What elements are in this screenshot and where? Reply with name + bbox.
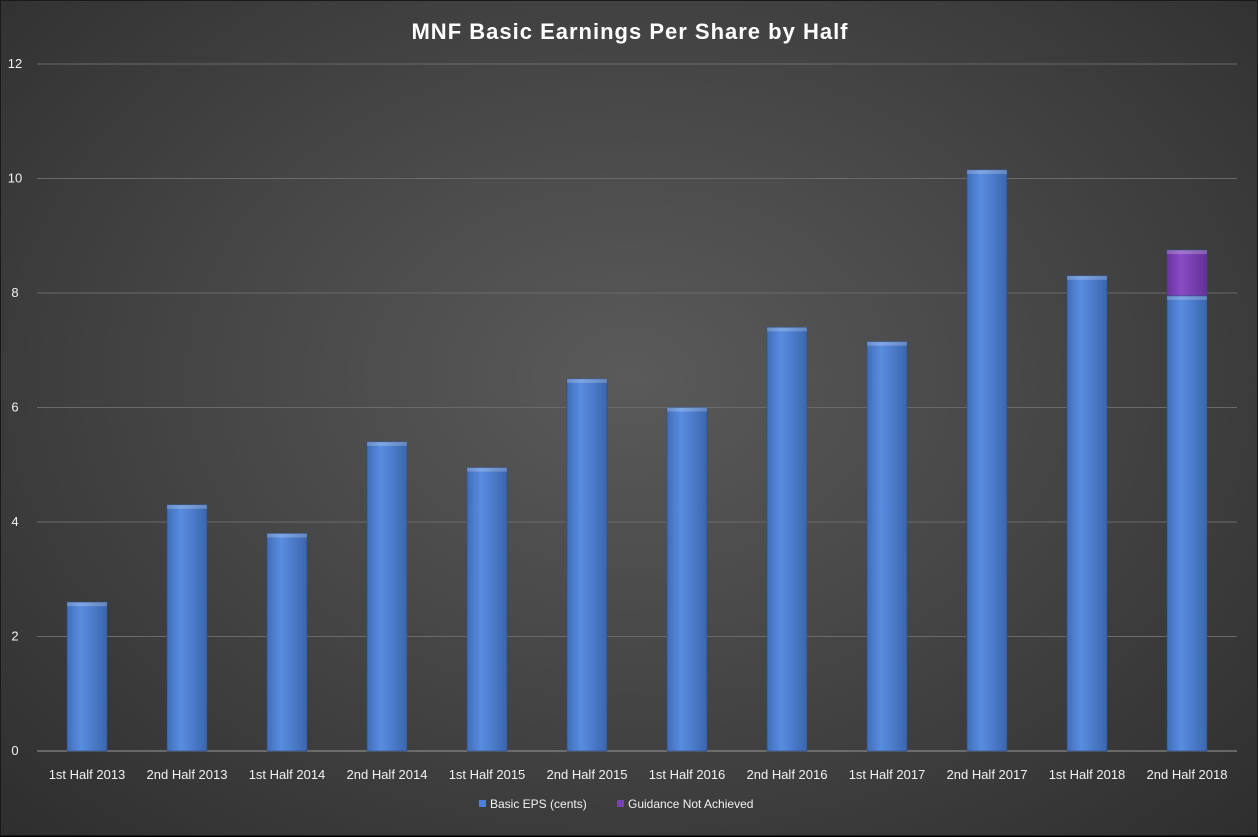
bar-guidance-not-achieved xyxy=(1166,249,1208,297)
y-tick-label: 6 xyxy=(11,400,18,415)
y-tick-label: 4 xyxy=(11,514,18,529)
x-tick-label: 1st Half 2014 xyxy=(249,767,326,782)
bar-basic-eps xyxy=(66,601,108,752)
x-tick-label: 1st Half 2013 xyxy=(49,767,126,782)
bar-basic-eps xyxy=(666,407,708,752)
gridlines xyxy=(37,63,1237,752)
bar-bevel xyxy=(1167,295,1207,300)
legend-swatch xyxy=(617,800,624,807)
bar-basic-eps xyxy=(1066,275,1108,752)
bar-bevel xyxy=(467,467,507,472)
x-tick-label: 2nd Half 2016 xyxy=(747,767,828,782)
bar-bevel xyxy=(1167,250,1207,255)
bar-bevel xyxy=(767,327,807,332)
x-tick-label: 1st Half 2016 xyxy=(649,767,726,782)
bar-bevel xyxy=(67,602,107,607)
bar-basic-eps xyxy=(266,533,308,752)
bar-bevel xyxy=(167,504,207,509)
legend-swatch xyxy=(479,800,486,807)
bar-bevel xyxy=(667,407,707,412)
y-tick-label: 8 xyxy=(11,285,18,300)
bar-basic-eps xyxy=(466,467,508,752)
x-axis-labels: 1st Half 2013 2nd Half 2013 1st Half 2014 2… xyxy=(49,767,1228,782)
bar-bevel xyxy=(867,341,907,346)
legend-label: Basic EPS (cents) xyxy=(490,797,587,811)
x-tick-label: 1st Half 2017 xyxy=(849,767,926,782)
y-tick-label: 0 xyxy=(11,743,18,758)
bar-bevel xyxy=(267,533,307,538)
bar-basic-eps xyxy=(366,441,408,752)
y-tick-label: 10 xyxy=(8,171,22,186)
x-tick-label: 1st Half 2015 xyxy=(449,767,526,782)
x-tick-label: 2nd Half 2017 xyxy=(947,767,1028,782)
y-tick-label: 12 xyxy=(8,56,22,71)
bar-bevel xyxy=(1067,275,1107,280)
x-tick-label: 2nd Half 2015 xyxy=(547,767,628,782)
chart-title: MNF Basic Earnings Per Share by Half xyxy=(411,19,848,44)
legend-label: Guidance Not Achieved xyxy=(628,797,753,811)
x-tick-label: 2nd Half 2013 xyxy=(147,767,228,782)
x-tick-label: 1st Half 2018 xyxy=(1049,767,1126,782)
y-tick-label: 2 xyxy=(11,629,18,644)
bar-basic-eps xyxy=(766,327,808,752)
bar-basic-eps xyxy=(866,341,908,752)
bar-bevel xyxy=(367,441,407,446)
x-tick-label: 2nd Half 2018 xyxy=(1147,767,1228,782)
y-axis-ticks: 0 2 4 6 8 10 12 xyxy=(8,56,22,758)
legend: Basic EPS (cents) Guidance Not Achieved xyxy=(479,797,753,811)
x-tick-label: 2nd Half 2014 xyxy=(347,767,428,782)
bar-bevel xyxy=(967,169,1007,174)
bar-bevel xyxy=(567,378,607,383)
bar-basic-eps xyxy=(166,504,208,752)
bar-basic-eps xyxy=(566,378,608,752)
bars xyxy=(66,169,1208,752)
bar-basic-eps xyxy=(966,169,1008,752)
bar-basic-eps xyxy=(1166,295,1208,752)
